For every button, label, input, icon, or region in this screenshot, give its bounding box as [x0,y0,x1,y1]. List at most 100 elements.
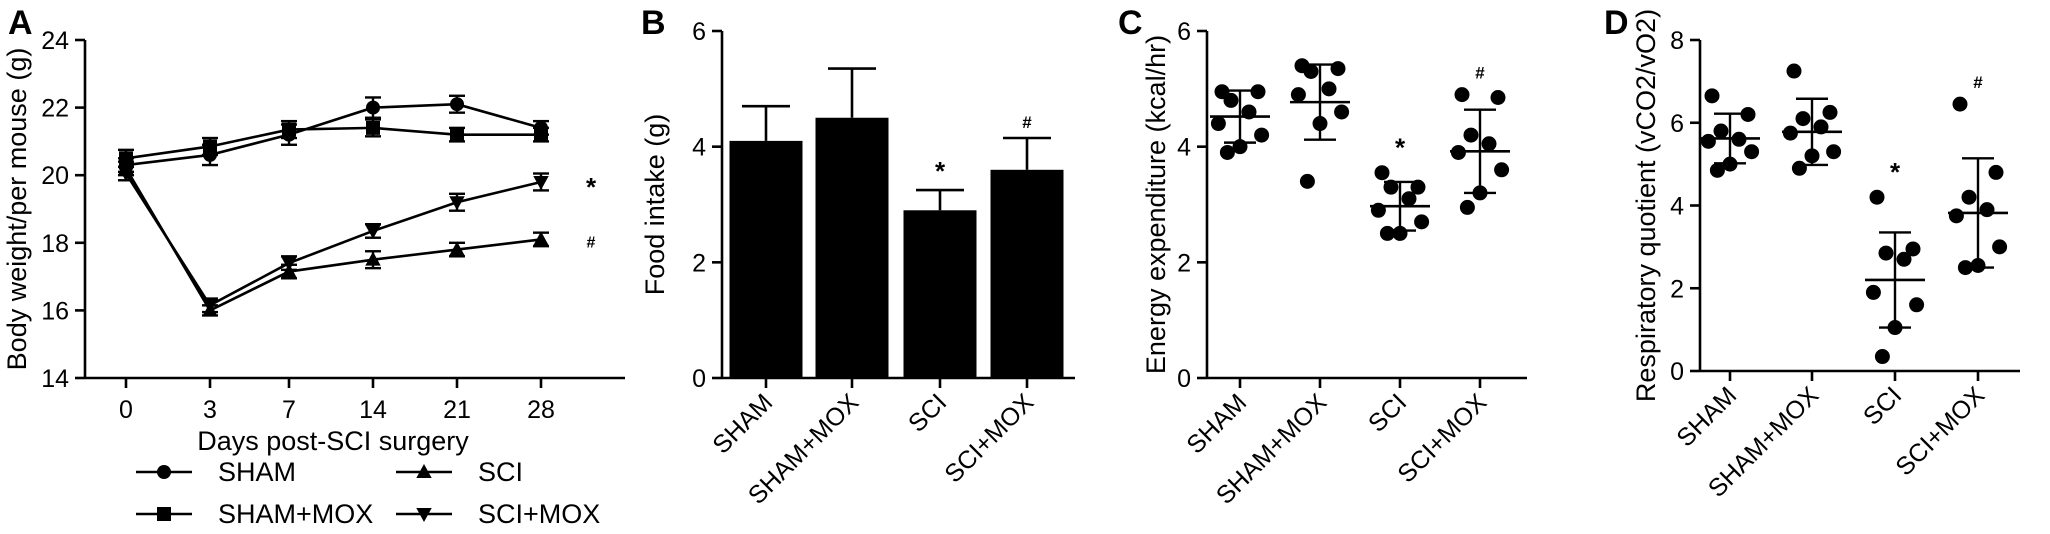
x-tick-label-sci-plus-mox: SCI+MOX [1890,381,1990,481]
panel-d-y-tick-label: 0 [1670,358,1684,386]
series-line-sci-plus-mox [124,172,542,308]
data-point [1795,111,1811,127]
x-tick-label-sci: SCI [1858,381,1907,430]
panel-d-y-tick-label: 2 [1670,275,1684,303]
data-point [1905,241,1921,257]
data-point [1822,104,1838,120]
panel-c-y-tick-label: 4 [1177,134,1191,162]
group-sci-plus-mox [1450,87,1510,215]
data-point-sci-plus-mox [449,196,465,211]
group-sci [1865,189,1925,365]
data-point [1786,63,1802,79]
legend-marker-sham-plus-mox [157,507,171,521]
group-sci [1370,165,1430,241]
data-point-sci [449,241,465,256]
panel-a-body-weight-chart: A 14 16 18 20 22 24 Body weight/per mouse (g) 0 3… [2,4,625,529]
data-point [1490,90,1506,106]
data-point-sci-plus-mox [202,299,218,314]
x-tick-label-sham: SHAM [1181,388,1252,459]
panel-a-x-axis-label: Days post-SCI surgery [197,426,469,456]
panel-c-y-axis-label: Energy expenditure (kcal/hr) [1141,35,1171,374]
panel-a-x-tick-label: 7 [282,396,296,424]
data-point-sham-plus-mox [203,139,217,154]
legend-item-sci: SCI [396,457,523,487]
data-point [1878,245,1894,261]
bar-sham [729,140,803,378]
data-point [1379,225,1395,241]
panel-c-y-tick-label: 0 [1177,365,1191,393]
panel-d-respiratory-quotient-chart: D 0 2 4 6 8 Respiratory quotient (vCO2/vO2) * # S… [1604,4,2020,503]
bar-group-sci-plus-mox [990,136,1064,378]
legend-item-sham: SHAM [136,457,296,487]
panel-a-x-tick-label: 21 [443,396,471,424]
panel-a-x-tick-label: 28 [527,396,555,424]
significance-marker-sci-plus-mox: # [1973,73,1983,92]
panel-b-y-tick-label: 0 [692,365,706,393]
data-point [1826,144,1842,160]
data-point [1865,284,1881,300]
panel-a-x-tick-label: 0 [119,396,133,424]
series-line-sham [125,102,542,167]
data-point-sham-plus-mox [534,127,548,142]
group-sham [1210,84,1270,160]
x-tick-label-sci-plus-mox: SCI+MOX [1392,388,1492,488]
panel-b-y-tick-label: 2 [692,249,706,277]
data-point [1896,251,1912,267]
data-point [1223,92,1239,108]
data-point-sci [533,231,549,246]
panel-a-y-tick-label: 24 [41,27,69,55]
panel-a-x-tick-label: 3 [203,396,217,424]
panel-a-y-tick-label: 16 [41,297,69,325]
significance-marker-sci: * [935,156,946,186]
panel-a-y-axis-label: Body weight/per mouse (g) [2,48,32,371]
data-point [1713,123,1729,139]
legend-item-sci-plus-mox: SCI+MOX [396,499,600,529]
bar-group-sci [903,188,977,378]
data-point-sci-plus-mox [533,176,549,191]
x-tick-label-sham: SHAM [1671,381,1742,452]
panel-d-y-axis-label: Respiratory quotient (vCO2/vO2) [1631,9,1661,402]
data-point [1979,202,1995,218]
data-point [1704,88,1720,104]
data-point [1414,214,1430,230]
data-point [1250,84,1266,100]
data-point-sci-plus-mox [281,257,297,272]
data-point-sham [450,97,464,112]
data-point [1463,127,1479,143]
legend-label-sci-plus-mox: SCI+MOX [478,499,600,529]
series-sham-plus-mox [118,118,549,168]
panel-a-y-tick-label: 22 [41,95,69,123]
series-line-sham-plus-mox [125,126,541,160]
data-point-sham-plus-mox [282,122,296,137]
x-tick-label-sci: SCI [1363,388,1412,437]
data-point [1321,81,1337,97]
data-point [1459,199,1475,215]
data-point [1334,104,1350,120]
bar-sci-plus-mox [990,169,1064,378]
bar-sham-plus-mox [815,117,889,378]
group-sham-plus-mox [1290,58,1350,189]
data-point [1401,191,1417,207]
data-point [1874,349,1890,365]
data-point-sci-plus-mox [118,167,134,182]
panel-a-y-tick-label: 20 [41,162,69,190]
panel-b-y-tick-label: 6 [692,18,706,46]
bar-group-sham-plus-mox [815,67,889,378]
panel-a-y-tick-label: 18 [41,230,69,258]
data-point [1481,136,1497,152]
data-point [1299,173,1315,189]
significance-marker-sci: * [1395,133,1406,163]
data-point [1410,179,1426,195]
data-point [1961,189,1977,205]
panel-letter-b: B [641,4,666,42]
x-tick-label-sham: SHAM [707,388,778,459]
data-point [1494,162,1510,178]
legend-label-sci: SCI [478,457,523,487]
legend-marker-sci [416,463,432,478]
data-point [1740,106,1756,122]
data-point [1303,63,1319,79]
bar-group-sham [729,104,803,378]
data-point [1454,87,1470,103]
legend-item-sham-plus-mox: SHAM+MOX [136,499,373,529]
